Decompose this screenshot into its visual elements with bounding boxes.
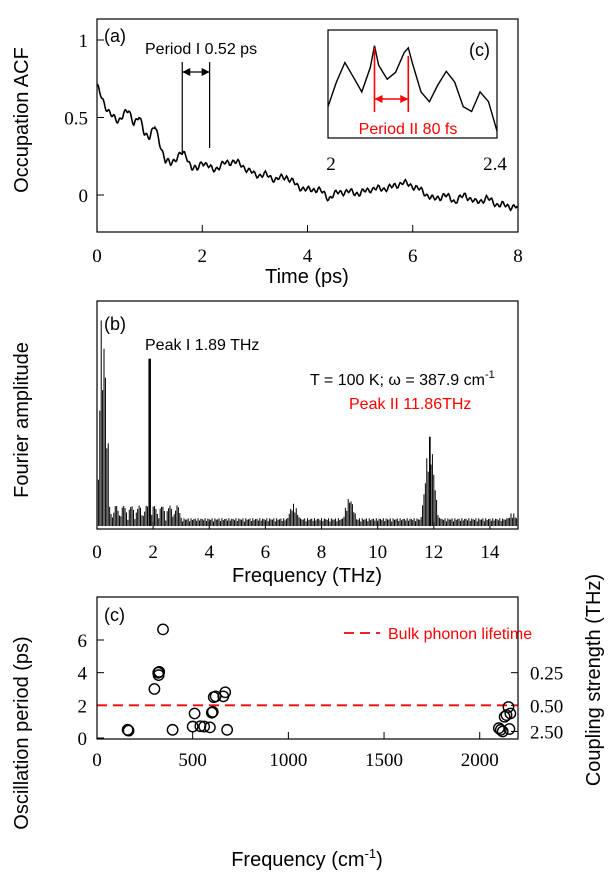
panel-b-xtick-label: 2: [148, 542, 158, 563]
panel-b-spectrum: [97, 320, 518, 526]
data-point: [122, 724, 135, 737]
panel-a-ytick-label: 0: [79, 186, 89, 207]
inset-frame: [327, 29, 498, 139]
panel-b-frame: [96, 300, 519, 530]
panel-b-xtick-label: 14: [480, 542, 500, 563]
panel-c-xtick-label: 1000: [269, 750, 307, 771]
data-point: [121, 723, 134, 736]
period-i-annotation: Period I 0.52 ps: [145, 41, 257, 58]
panel-a-ylabel: Occupation ACF: [11, 47, 33, 193]
data-point: [498, 710, 511, 723]
panel-c-label: (c): [104, 605, 125, 625]
panel-a-xtick-label: 8: [513, 246, 523, 267]
panel-b-ylabel: Fourier amplitude: [11, 342, 33, 498]
data-point: [198, 720, 211, 733]
data-point: [504, 707, 517, 720]
panel-c-xtick-label: 0: [92, 750, 102, 771]
panel-a-label: (a): [104, 26, 126, 46]
panel-a-frame: [96, 18, 519, 233]
inset-series-line: [327, 45, 498, 132]
data-point: [496, 725, 509, 738]
panel-b-xlabel: Frequency (THz): [232, 565, 382, 587]
panel-a-series-line: [96, 83, 519, 212]
panel-a-xtick-label: 2: [198, 246, 208, 267]
data-point: [205, 706, 218, 719]
panel-c-xtick-label: 2000: [461, 750, 499, 771]
inset-c: (c) Period II 80 fs 2 2.4: [326, 29, 507, 175]
data-point: [503, 723, 516, 735]
period-ii-marker: [373, 48, 410, 112]
panel-c-frame: [96, 596, 519, 740]
period-ii-arrowhead-left: [374, 95, 383, 103]
panel-c-y2tick-label: 0.50: [530, 696, 563, 717]
temperature-annotation: T = 100 K; ω = 387.9 cm-1: [310, 369, 495, 389]
peak-i-annotation: Peak I 1.89 THz: [145, 337, 259, 354]
panel-b-xtick-label: 4: [205, 542, 215, 563]
panel-b-label: (b): [104, 314, 126, 334]
panel-c: Oscillation period (ps) Coupling strengt…: [11, 574, 605, 871]
panel-b-xtick-label: 8: [317, 542, 327, 563]
panel-a-xtick-label: 4: [303, 246, 313, 267]
panel-a-xlabel: Time (ps): [265, 266, 349, 288]
inset-xtick-label: 2.4: [483, 154, 507, 175]
period-i-marker: [181, 62, 211, 155]
panel-a: Occupation ACF 0 0.5 1 0 2 4 6 8 Time (ps) (a)…: [11, 18, 523, 288]
legend-label: Bulk phonon lifetime: [388, 626, 532, 643]
panel-c-ytick-label: 2: [78, 696, 88, 717]
panel-a-ytick-label: 1: [79, 31, 89, 52]
panel-c-ytick-label: 4: [78, 664, 88, 685]
inset-xtick-label: 2: [326, 154, 336, 175]
panel-c-ytick-label: 0: [78, 729, 88, 750]
panel-b: Fourier amplitude 0 2 4 6 8 10 12 14 Frequency …: [11, 300, 519, 587]
panel-c-y2tick-label: 0.25: [530, 664, 563, 685]
data-point: [206, 705, 219, 718]
data-point: [494, 723, 507, 736]
data-point: [221, 723, 234, 736]
inset-label: (c): [469, 40, 490, 60]
period-ii-annotation: Period II 80 fs: [359, 121, 458, 138]
panel-b-xtick-label: 6: [261, 542, 271, 563]
panel-a-ytick-label: 0.5: [64, 109, 88, 130]
data-point: [148, 683, 161, 695]
panel-c-xtick-label: 500: [178, 750, 207, 771]
data-point: [209, 690, 222, 703]
panel-c-points: [121, 623, 517, 738]
panel-a-xtick-label: 6: [408, 246, 418, 267]
data-point: [204, 721, 216, 734]
data-point: [186, 720, 199, 733]
period-ii-arrowhead-right: [400, 95, 409, 103]
peak-ii-annotation: Peak II 11.86THz: [349, 396, 471, 413]
data-point: [188, 707, 201, 720]
data-point: [219, 686, 232, 699]
panel-c-ytick-label: 6: [78, 631, 88, 652]
data-point: [502, 701, 515, 713]
panel-b-xtick-label: 12: [424, 542, 443, 563]
data-point: [153, 665, 166, 678]
panel-c-y2tick-label: 2.50: [530, 722, 563, 743]
legend: Bulk phonon lifetime: [344, 626, 532, 643]
panel-a-xtick-label: 0: [92, 246, 102, 267]
data-point: [166, 723, 179, 736]
panel-c-xtick-label: 1500: [365, 750, 403, 771]
panel-b-xtick-label: 10: [368, 542, 387, 563]
panel-b-xtick-label: 0: [92, 542, 102, 563]
panel-c-ylabel: Oscillation period (ps): [11, 636, 33, 829]
panel-c-xlabel: Frequency (cm-1): [231, 846, 383, 871]
period-i-arrowhead-left: [182, 68, 191, 76]
period-i-arrowhead-right: [201, 68, 210, 76]
data-point: [157, 623, 169, 636]
panel-c-y2label: Coupling strength (THz): [583, 574, 605, 786]
